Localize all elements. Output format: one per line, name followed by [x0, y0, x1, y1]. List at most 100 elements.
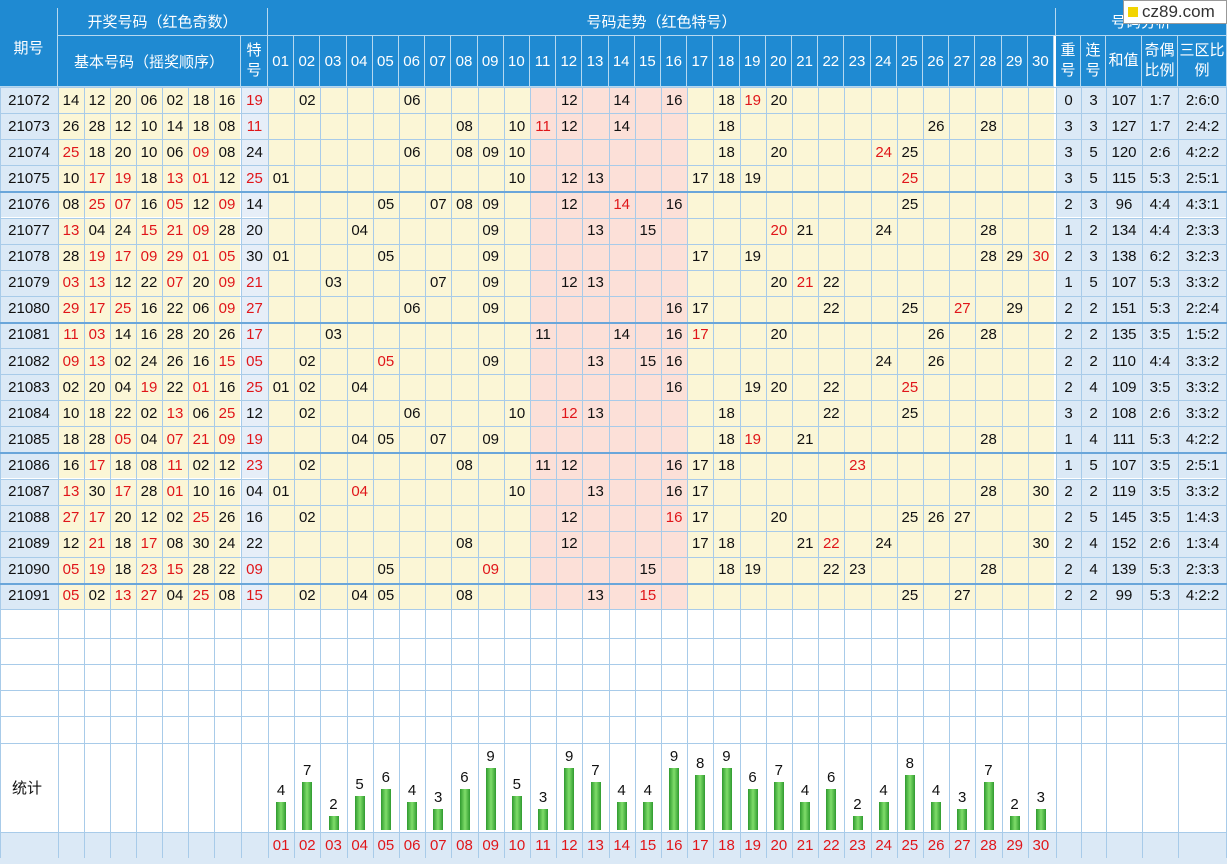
site-logo[interactable]: cz89.com	[1123, 0, 1227, 24]
header-repeat: 重号	[1056, 36, 1081, 87]
header-number-29: 29	[1001, 36, 1028, 87]
trend-hit: 05	[377, 561, 395, 579]
basic-number: 12	[214, 165, 240, 192]
basic-number: 26	[214, 321, 240, 348]
analysis-sum: 151	[1106, 295, 1142, 322]
basic-number: 16	[214, 87, 240, 114]
analysis-sum: 138	[1106, 243, 1142, 270]
trend-hit: 18	[718, 404, 735, 422]
basic-number: 20	[110, 139, 136, 166]
trend-hit: 09	[482, 143, 500, 161]
grid-hline	[0, 191, 1227, 193]
analysis-consec: 2	[1081, 217, 1106, 244]
basic-number: 01	[162, 478, 188, 505]
trend-hit: 01	[272, 483, 290, 501]
trend-hit: 28	[980, 483, 997, 501]
special-number: 24	[241, 139, 268, 166]
stat-bar-10	[511, 795, 522, 830]
basic-number: 30	[84, 478, 110, 505]
analysis-sum: 107	[1106, 269, 1142, 296]
trend-hit: 15	[639, 561, 657, 579]
grid-vline	[871, 87, 872, 858]
header-number-16: 16	[661, 36, 688, 87]
basic-number: 25	[110, 295, 136, 322]
stat-bar-23	[852, 816, 863, 830]
stat-value-10: 5	[512, 775, 521, 793]
basic-number: 05	[110, 426, 136, 453]
analysis-repeat: 1	[1056, 426, 1081, 453]
trend-hit: 18	[718, 117, 735, 135]
basic-number: 14	[110, 321, 136, 348]
stat-category-02: 02	[298, 836, 316, 854]
analysis-repeat: 2	[1056, 582, 1081, 609]
trend-hit: 17	[691, 509, 709, 527]
special-number: 27	[241, 295, 268, 322]
trend-hit: 09	[482, 430, 500, 448]
trend-hit: 13	[587, 404, 604, 422]
trend-hit: 15	[639, 587, 657, 605]
basic-number: 09	[214, 191, 240, 218]
trend-hit: 09	[482, 352, 500, 370]
trend-hit: 08	[456, 587, 473, 605]
grid-vline	[1178, 87, 1179, 858]
analysis-zones: 2:4:2	[1178, 113, 1227, 140]
stat-bar-03	[328, 816, 339, 830]
basic-number: 18	[188, 87, 214, 114]
grid-hline	[0, 557, 1227, 558]
analysis-sum: 134	[1106, 217, 1142, 244]
basic-number: 06	[162, 139, 188, 166]
header-number-13: 13	[582, 36, 609, 87]
analysis-zones: 1:4:3	[1178, 504, 1227, 531]
basic-number: 15	[162, 556, 188, 583]
stat-bar-14	[616, 802, 627, 830]
special-number: 25	[241, 374, 268, 401]
row-period: 21088	[0, 504, 58, 531]
stat-category-01: 01	[272, 836, 290, 854]
trend-hit: 08	[456, 143, 473, 161]
analysis-oe: 1:7	[1142, 113, 1178, 140]
grid-vline	[556, 87, 557, 858]
stat-value-21: 4	[800, 782, 810, 800]
basic-number: 14	[162, 113, 188, 140]
grid-hline	[0, 244, 1227, 245]
trend-hit: 09	[482, 300, 500, 318]
basic-number: 25	[188, 582, 214, 609]
special-number: 15	[241, 582, 268, 609]
basic-number: 20	[110, 504, 136, 531]
grid-vline	[844, 87, 845, 858]
basic-number: 15	[136, 217, 162, 244]
trend-hit: 20	[770, 143, 788, 161]
stat-bar-15	[642, 802, 653, 830]
basic-number: 10	[58, 400, 84, 427]
row-period: 21080	[0, 295, 58, 322]
basic-number: 07	[162, 426, 188, 453]
analysis-oe: 6:2	[1142, 243, 1178, 270]
analysis-repeat: 3	[1056, 113, 1081, 140]
trend-hit: 16	[665, 378, 683, 396]
trend-hit: 04	[351, 430, 369, 448]
trend-hit: 25	[901, 143, 919, 161]
analysis-oe: 3:5	[1142, 504, 1178, 531]
stat-value-06: 4	[407, 782, 417, 800]
basic-number: 18	[188, 113, 214, 140]
trend-hit: 25	[901, 587, 919, 605]
stat-bar-26	[931, 802, 942, 830]
stat-category-23: 23	[849, 836, 866, 854]
row-period: 21074	[0, 139, 58, 166]
trend-hit: 23	[849, 561, 866, 579]
special-number: 20	[241, 217, 268, 244]
header-number-20: 20	[765, 36, 792, 87]
basic-number: 02	[162, 504, 188, 531]
grid-hline	[0, 348, 1227, 349]
basic-number: 18	[84, 139, 110, 166]
trend-hit: 06	[403, 143, 421, 161]
analysis-sum: 96	[1106, 191, 1142, 218]
stat-value-12: 9	[565, 748, 574, 765]
trend-hit: 14	[613, 117, 631, 135]
analysis-repeat: 3	[1056, 400, 1081, 427]
trend-hit: 11	[535, 326, 551, 344]
trend-hit: 09	[482, 195, 500, 213]
grid-hline	[0, 270, 1227, 271]
analysis-repeat: 2	[1056, 348, 1081, 375]
grid-vline	[110, 87, 111, 858]
